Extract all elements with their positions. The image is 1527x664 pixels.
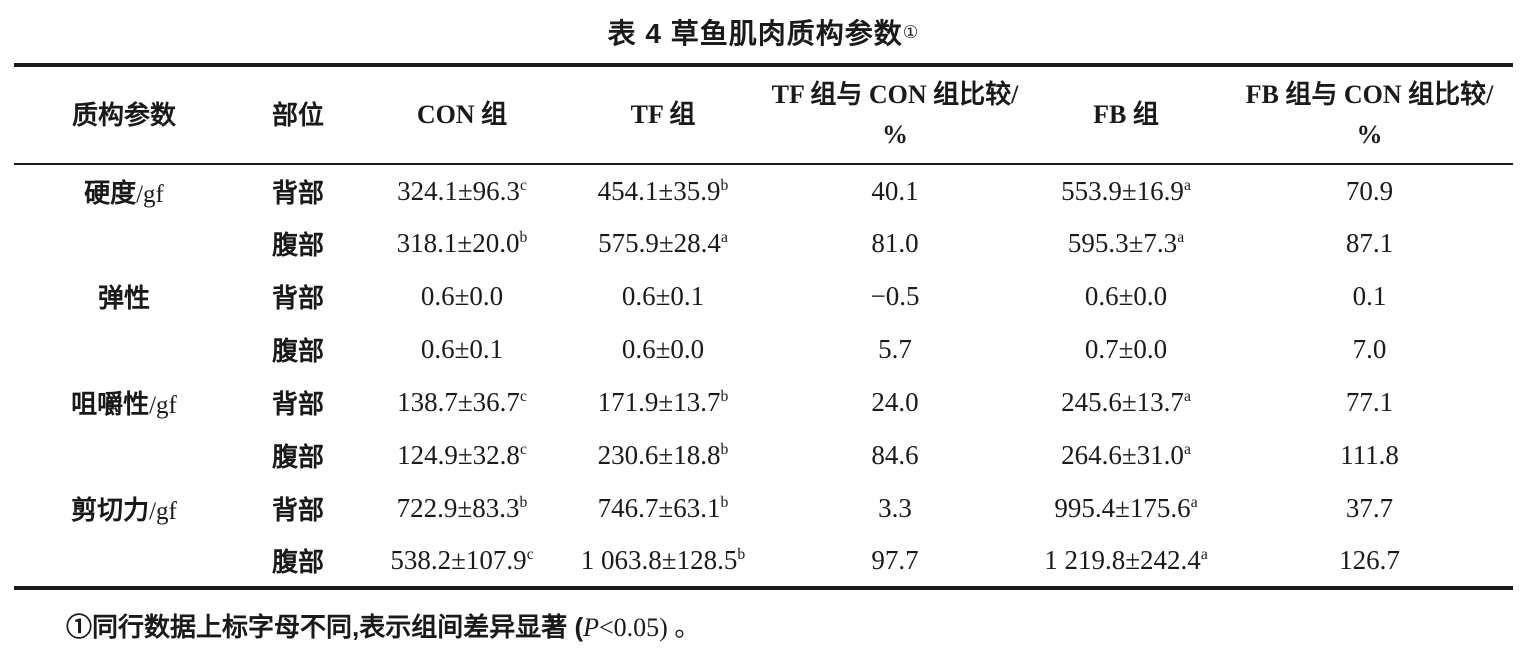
cell-param: 弹性 [97, 283, 150, 313]
cell-con: 138.7±36.7c [397, 387, 527, 417]
col-header-fb-vs-con: FB 组与 CON 组比较/ % [1226, 65, 1513, 165]
cell-fb: 995.4±175.6a [1054, 493, 1198, 523]
cell-tf-pct: 24.0 [871, 387, 919, 417]
table-header: 质构参数 部位 CON 组 TF 组 TF 组与 CON 组比较/ % FB 组… [14, 65, 1513, 165]
cell-part: 背部 [271, 389, 324, 419]
p-value-symbol: P [583, 613, 599, 642]
cell-con: 0.6±0.0 [420, 281, 504, 311]
cell-fb: 0.6±0.0 [1084, 281, 1168, 311]
table-row: 腹部 318.1±20.0b 575.9±28.4a 81.0 595.3±7.… [14, 217, 1513, 270]
cell-fb: 1 219.8±242.4a [1044, 545, 1208, 575]
cell-part: 背部 [271, 177, 324, 208]
table-row: 腹部 538.2±107.9c 1 063.8±128.5b 97.7 1 21… [14, 535, 1513, 588]
cell-tf: 1 063.8±128.5b [580, 545, 746, 575]
cell-part: 腹部 [271, 336, 324, 366]
cell-tf: 575.9±28.4a [598, 228, 728, 258]
footnote-text: ①同行数据上标字母不同,表示组间差异显著 ( [66, 612, 584, 642]
cell-fb-pct: 87.1 [1345, 228, 1394, 258]
cell-param [14, 535, 234, 588]
cell-fb: 553.9±16.9a [1061, 175, 1191, 206]
cell-con: 324.1±96.3c [397, 175, 527, 206]
cell-part: 腹部 [271, 547, 324, 577]
cell-con: 318.1±20.0b [396, 228, 528, 258]
cell-fb-pct: 111.8 [1340, 440, 1399, 470]
cell-param [14, 217, 234, 270]
col-header-tf: TF 组 [562, 65, 764, 165]
cell-param: 咀嚼性/gf [71, 389, 177, 419]
cell-part: 腹部 [271, 230, 324, 260]
col-header-con: CON 组 [362, 65, 562, 165]
table-row: 硬度/gf 背部 324.1±96.3c 454.1±35.9b 40.1 55… [14, 164, 1513, 217]
cell-fb: 245.6±13.7a [1061, 387, 1191, 417]
table-row: 弹性 背部 0.6±0.0 0.6±0.1 −0.5 0.6±0.0 0.1 [14, 270, 1513, 323]
cell-fb-pct: 126.7 [1339, 545, 1400, 575]
cell-tf-pct: 40.1 [871, 175, 919, 206]
cell-param [14, 323, 234, 376]
col-header-part: 部位 [234, 65, 362, 165]
cell-part: 腹部 [271, 442, 324, 472]
table-row: 剪切力/gf 背部 722.9±83.3b 746.7±63.1b 3.3 99… [14, 482, 1513, 535]
cell-fb-pct: 70.9 [1345, 175, 1394, 206]
cell-fb-pct: 0.1 [1352, 281, 1387, 311]
cell-param: 剪切力/gf [71, 495, 177, 525]
cell-tf-pct: 84.6 [871, 440, 919, 470]
cell-tf: 454.1±35.9b [597, 175, 729, 206]
cell-tf: 171.9±13.7b [597, 387, 729, 417]
cell-con: 538.2±107.9c [390, 545, 534, 575]
cell-tf: 746.7±63.1b [597, 493, 729, 523]
cell-fb-pct: 7.0 [1352, 334, 1387, 364]
cell-tf-pct: −0.5 [870, 281, 920, 311]
cell-con: 722.9±83.3b [396, 493, 528, 523]
cell-fb: 595.3±7.3a [1067, 228, 1185, 258]
cell-tf-pct: 97.7 [871, 545, 919, 575]
table-row: 腹部 124.9±32.8c 230.6±18.8b 84.6 264.6±31… [14, 429, 1513, 482]
table-row: 咀嚼性/gf 背部 138.7±36.7c 171.9±13.7b 24.0 2… [14, 376, 1513, 429]
footnote-pvalue-threshold: <0.05) 。 [599, 613, 701, 642]
cell-fb: 264.6±31.0a [1061, 440, 1191, 470]
cell-con: 124.9±32.8c [397, 440, 527, 470]
table-title: 表 4 草鱼肌肉质构参数 ① [0, 0, 1527, 63]
cell-tf: 230.6±18.8b [597, 440, 729, 470]
cell-tf-pct: 5.7 [878, 334, 912, 364]
cell-fb-pct: 77.1 [1345, 387, 1394, 417]
table-title-text: 表 4 草鱼肌肉质构参数 [607, 17, 903, 49]
footnote: ①同行数据上标字母不同,表示组间差异显著 (P<0.05) 。 [66, 607, 1527, 644]
cell-param [14, 429, 234, 482]
cell-part: 背部 [271, 495, 324, 525]
cell-con: 0.6±0.1 [420, 334, 504, 364]
table-body: 硬度/gf 背部 324.1±96.3c 454.1±35.9b 40.1 55… [14, 164, 1513, 588]
cell-tf: 0.6±0.1 [621, 281, 705, 311]
cell-fb: 0.7±0.0 [1084, 334, 1168, 364]
table-row: 腹部 0.6±0.1 0.6±0.0 5.7 0.7±0.0 7.0 [14, 323, 1513, 376]
header-row: 质构参数 部位 CON 组 TF 组 TF 组与 CON 组比较/ % FB 组… [14, 65, 1513, 165]
col-header-param: 质构参数 [14, 65, 234, 165]
cell-tf-pct: 3.3 [878, 493, 912, 523]
texture-parameters-table: 质构参数 部位 CON 组 TF 组 TF 组与 CON 组比较/ % FB 组… [14, 63, 1513, 590]
cell-param: 硬度/gf [84, 177, 164, 208]
col-header-fb: FB 组 [1026, 65, 1226, 165]
cell-tf-pct: 81.0 [871, 228, 919, 258]
cell-tf: 0.6±0.0 [621, 334, 705, 364]
cell-fb-pct: 37.7 [1345, 493, 1394, 523]
cell-part: 背部 [271, 283, 324, 313]
col-header-tf-vs-con: TF 组与 CON 组比较/ % [764, 65, 1026, 165]
